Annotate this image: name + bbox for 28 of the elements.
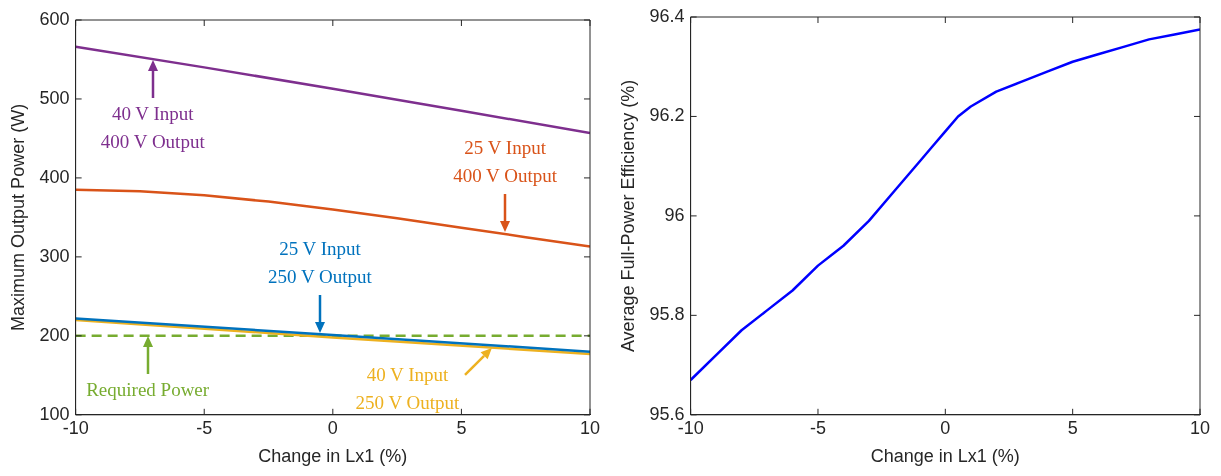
y-tick-label: 400: [39, 166, 70, 187]
y-tick-label: 500: [39, 87, 70, 108]
x-axis-title: Change in Lx1 (%): [870, 446, 1020, 467]
y-axis-title: Average Full-Power Efficiency (%): [617, 79, 638, 353]
annotation: Required Power: [86, 377, 210, 402]
y-tick-label: 96.2: [649, 105, 685, 126]
x-tick-label: 10: [579, 417, 601, 438]
y-tick-label: 96: [664, 204, 685, 225]
y-tick-label: 200: [39, 324, 70, 345]
x-tick-label: 5: [1067, 417, 1078, 438]
y-tick-label: 96.4: [649, 5, 685, 26]
x-tick-label: 10: [1189, 417, 1211, 438]
y-tick-label: 100: [39, 403, 70, 424]
y-tick-label: 300: [39, 245, 70, 266]
y-tick-label: 95.6: [649, 403, 685, 424]
annotation: 25 V Input 400 V Output: [453, 136, 558, 189]
x-tick-label: 0: [940, 417, 951, 438]
annotation: 40 V Input 250 V Output: [355, 362, 460, 415]
x-tick-label: 0: [327, 417, 338, 438]
x-tick-label: -5: [809, 417, 826, 438]
x-axis-title: Change in Lx1 (%): [258, 446, 408, 467]
y-axis-title: Maximum Output Power (W): [7, 103, 28, 331]
y-tick-label: 600: [39, 8, 70, 29]
annotation: 25 V Input 250 V Output: [268, 237, 372, 290]
y-tick-label: 95.8: [649, 304, 685, 325]
x-tick-label: -5: [196, 417, 213, 438]
x-tick-label: 5: [456, 417, 467, 438]
annotation: 40 V Input 400 V Output: [100, 102, 205, 155]
